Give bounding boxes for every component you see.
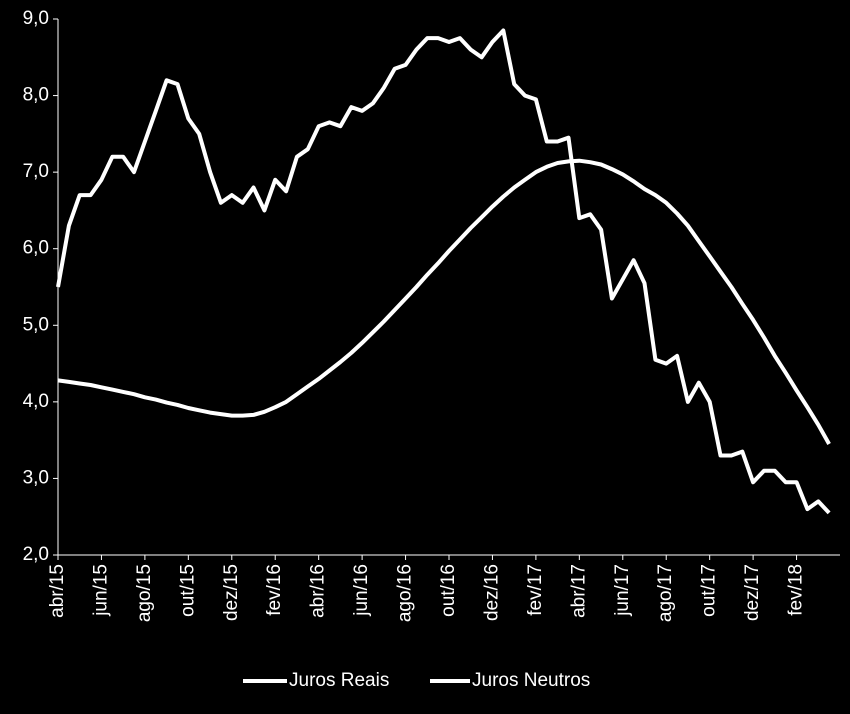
- x-tick-label: ago/16: [395, 564, 416, 622]
- legend-label: Juros Neutros: [472, 670, 590, 691]
- y-tick-label: 7,0: [23, 161, 49, 182]
- x-tick-label: abr/17: [568, 564, 589, 618]
- x-tick-label: dez/16: [481, 564, 502, 621]
- series-line: [57, 158, 831, 445]
- y-tick-label: 5,0: [23, 314, 49, 335]
- legend-label: Juros Reais: [289, 670, 389, 691]
- x-tick-label: abr/16: [308, 564, 329, 618]
- x-tick-label: out/17: [699, 564, 720, 617]
- x-tick-label: jun/17: [612, 564, 633, 617]
- x-tick-label: fev/18: [786, 564, 807, 616]
- y-tick-label: 2,0: [23, 544, 49, 565]
- series-line: [56, 28, 831, 515]
- x-tick-label: fev/17: [525, 564, 546, 616]
- y-tick-label: 8,0: [23, 85, 49, 106]
- x-tick-label: ago/17: [655, 564, 676, 622]
- x-tick-label: dez/15: [221, 564, 242, 621]
- x-tick-label: jun/16: [351, 564, 372, 617]
- y-tick-label: 9,0: [23, 8, 49, 29]
- x-tick-label: fev/16: [264, 564, 285, 616]
- y-tick-label: 6,0: [23, 238, 49, 259]
- y-tick-label: 4,0: [23, 391, 49, 412]
- x-tick-label: ago/15: [134, 564, 155, 622]
- y-tick-label: 3,0: [23, 467, 49, 488]
- x-tick-label: abr/15: [47, 564, 68, 618]
- x-tick-label: dez/17: [742, 564, 763, 621]
- x-tick-label: out/15: [177, 564, 198, 617]
- x-tick-label: jun/15: [90, 564, 111, 617]
- x-tick-label: out/16: [438, 564, 459, 617]
